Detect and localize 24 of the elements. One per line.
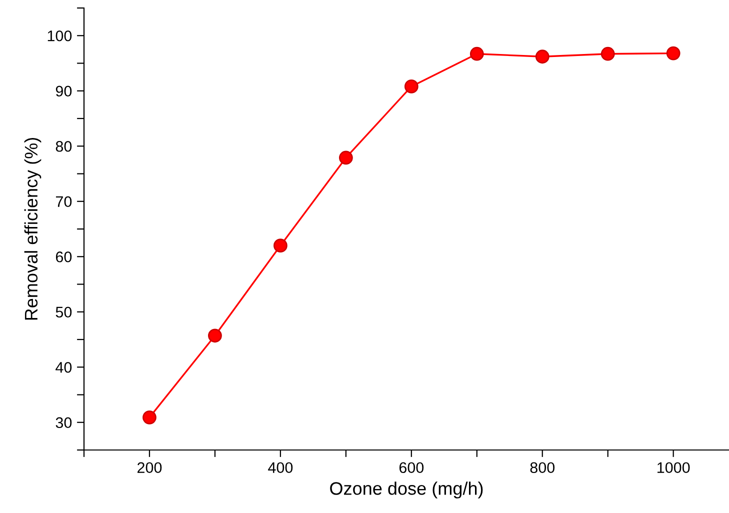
x-tick-label: 600 — [399, 462, 424, 474]
y-axis-title: Removal efficiency (%) — [24, 138, 42, 320]
point — [600, 46, 615, 61]
point — [404, 80, 418, 94]
y-tick-label: 40 — [56, 362, 72, 373]
point — [274, 238, 288, 253]
point — [666, 46, 680, 60]
y-tick-label: 70 — [56, 196, 72, 208]
y-tick-label: 80 — [56, 140, 72, 152]
point — [142, 410, 156, 424]
x-axis-title: Ozone dose (mg/h) — [330, 482, 483, 498]
point — [470, 46, 484, 61]
y-tick-label: 60 — [56, 251, 72, 262]
y-tick-label: 100 — [48, 30, 72, 42]
point — [208, 328, 222, 343]
x-tick-label: 1000 — [658, 462, 690, 474]
point — [535, 50, 550, 64]
y-tick-label: 50 — [56, 306, 72, 318]
y-tick-label: 30 — [56, 417, 72, 428]
x-tick-label: 400 — [268, 462, 293, 474]
x-tick-label: 200 — [138, 462, 162, 474]
y-tick-label: 90 — [56, 86, 72, 97]
x-tick-label: 800 — [530, 462, 555, 474]
point — [338, 150, 353, 165]
